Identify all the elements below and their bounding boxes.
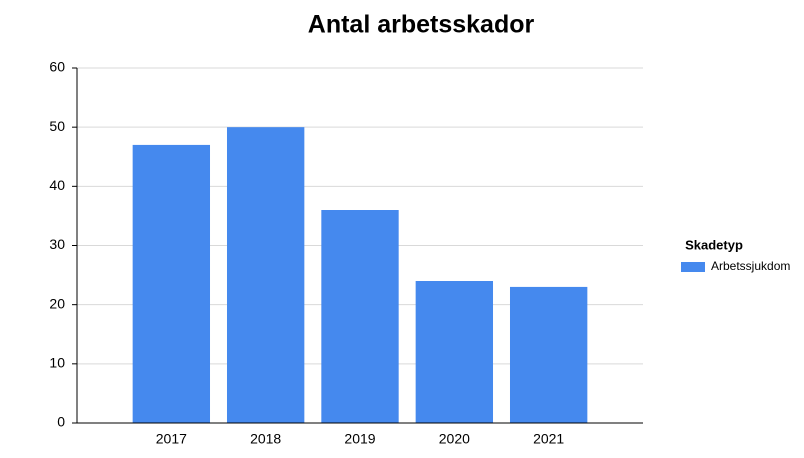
x-tick-label: 2019 — [344, 431, 375, 447]
y-tick-label: 50 — [49, 118, 65, 134]
bar — [321, 210, 399, 423]
y-tick-label: 60 — [49, 59, 65, 75]
y-tick-label: 10 — [49, 355, 65, 371]
y-tick-label: 0 — [57, 414, 65, 430]
legend-title: Skadetyp — [685, 237, 743, 252]
x-tick-label: 2018 — [250, 431, 281, 447]
bar — [132, 144, 211, 423]
x-tick-label: 2021 — [533, 431, 564, 447]
x-tick-label: 2020 — [439, 431, 470, 447]
bar — [509, 286, 588, 423]
y-tick-label: 20 — [49, 295, 65, 311]
chart-title: Antal arbetsskador — [308, 11, 535, 39]
bar — [226, 127, 305, 424]
y-tick-label: 40 — [49, 177, 65, 193]
bar — [415, 281, 494, 423]
legend-label: Arbetssjukdom — [711, 259, 790, 273]
legend-swatch — [681, 262, 705, 272]
x-tick-label: 2017 — [156, 431, 187, 447]
y-tick-label: 30 — [49, 236, 65, 252]
